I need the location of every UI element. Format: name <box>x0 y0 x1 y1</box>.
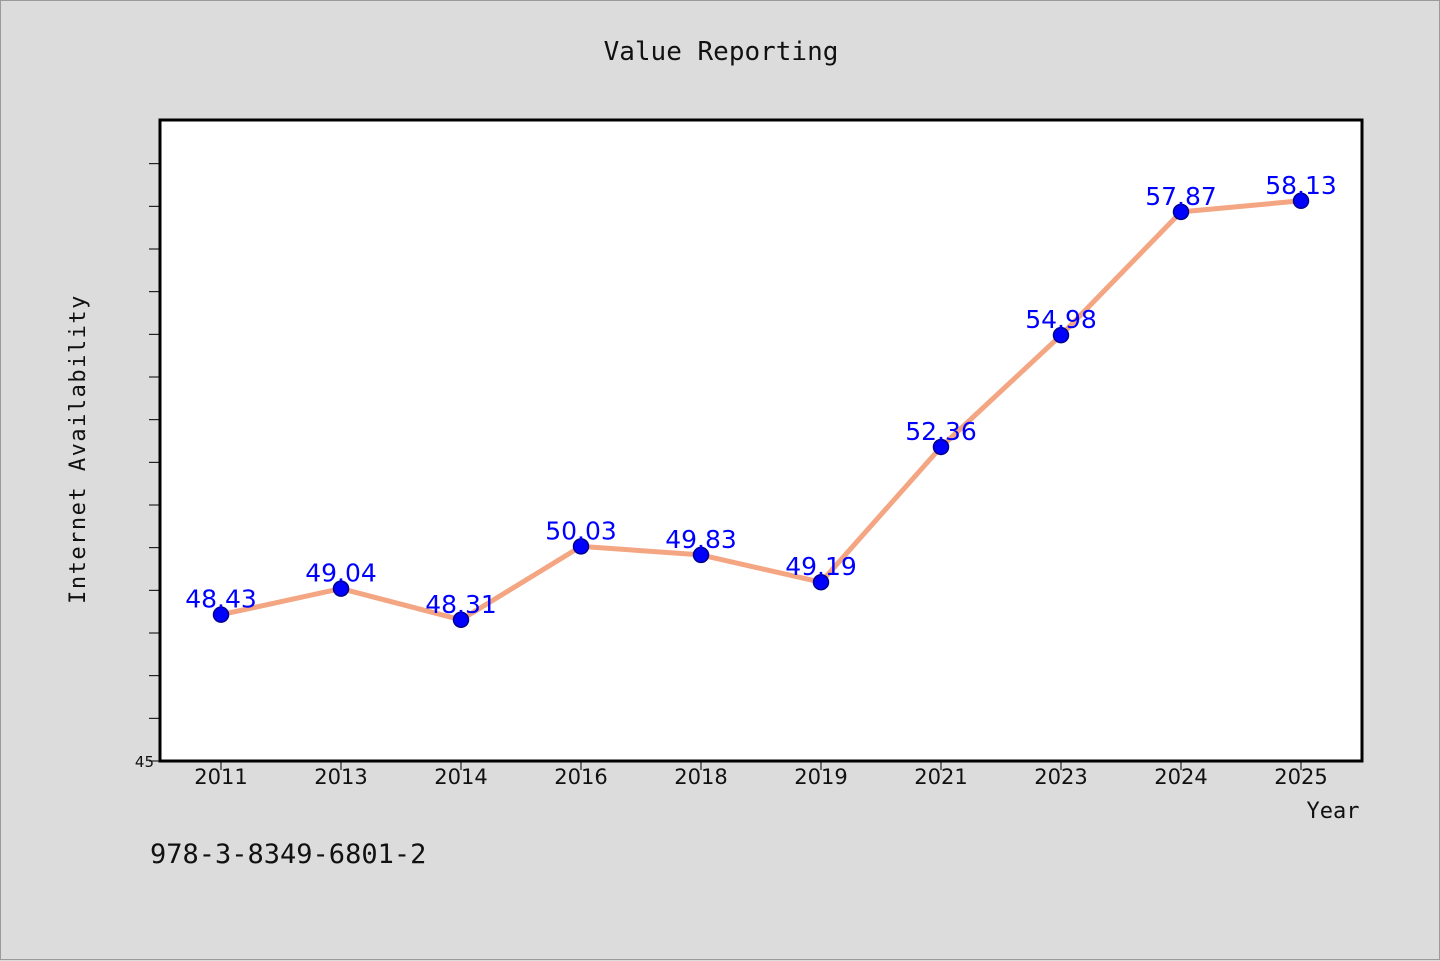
data-point <box>212 606 230 623</box>
x-axis-label: Year <box>1307 799 1360 824</box>
data-point <box>332 580 350 597</box>
x-tick-label: 2011 <box>194 765 247 789</box>
x-tick-label: 2021 <box>914 765 967 789</box>
data-label: 57.87 <box>1145 182 1217 211</box>
x-axis-ticks: 2011 2013 2014 2016 2018 2019 2021 2023 2024 2025 <box>194 761 1328 789</box>
x-tick-label: 2018 <box>674 765 727 789</box>
data-point <box>932 438 950 456</box>
data-point <box>692 546 710 564</box>
plot-area <box>158 118 1364 763</box>
data-label: 52.36 <box>905 417 977 446</box>
series-line <box>218 198 1304 623</box>
y-axis-label: Internet Availability <box>66 294 91 604</box>
footer-identifier: 978-3-8349-6801-2 <box>150 839 426 870</box>
x-tick-label: 2013 <box>314 765 367 789</box>
x-tick-label: 2016 <box>554 765 607 789</box>
data-point <box>452 611 470 629</box>
data-label: 49.04 <box>305 559 377 588</box>
data-label: 48.31 <box>425 590 497 619</box>
data-label: 48.43 <box>185 585 257 614</box>
data-labels: 48.43 49.04 48.31 50.03 49.83 49.19 52.36 54.98… <box>185 171 1337 619</box>
data-label: 49.83 <box>665 525 737 554</box>
data-point <box>572 538 590 555</box>
chart-title: Value Reporting <box>604 37 839 67</box>
x-tick-label: 2014 <box>434 765 487 789</box>
data-label: 49.19 <box>785 552 857 581</box>
x-tick-label: 2023 <box>1034 765 1087 789</box>
data-point <box>1052 326 1070 344</box>
data-label: 50.03 <box>545 516 617 545</box>
data-point <box>1172 203 1190 221</box>
series-markers <box>212 192 1310 629</box>
y-axis-ticks: 45 <box>135 163 161 771</box>
series-line-group <box>218 198 1304 623</box>
x-tick-label: 2025 <box>1274 765 1327 789</box>
data-label: 54.98 <box>1025 305 1097 334</box>
x-tick-label: 2019 <box>794 765 847 789</box>
x-tick-label: 2024 <box>1154 765 1207 789</box>
data-point <box>1292 192 1310 210</box>
y-tick-label: 45 <box>135 753 154 771</box>
data-point <box>812 573 830 591</box>
data-label: 58.13 <box>1265 171 1337 200</box>
